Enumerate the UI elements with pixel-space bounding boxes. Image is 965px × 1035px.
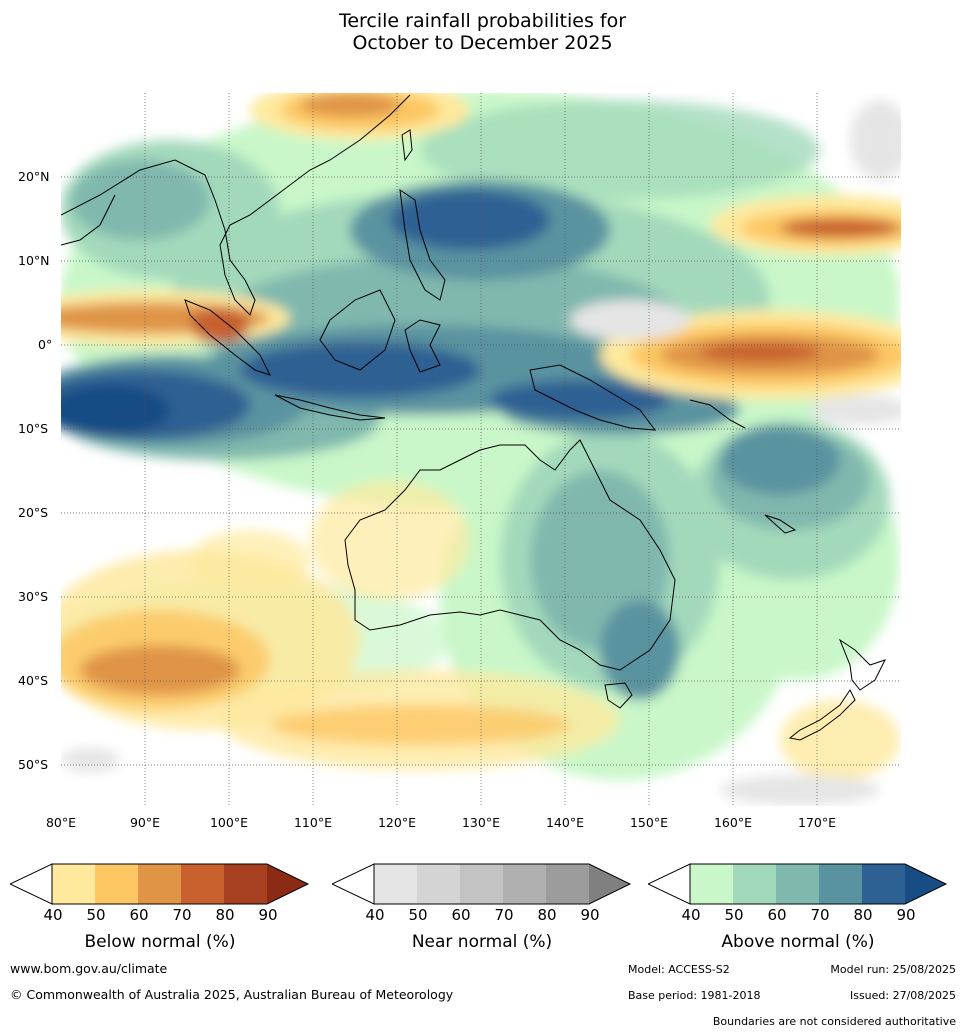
java-outline: [274, 394, 386, 421]
near-tick-80: 80: [537, 906, 557, 924]
above-swatch-50: [733, 864, 776, 904]
near-tick-40: 40: [365, 906, 385, 924]
above-tick-60: 60: [767, 906, 787, 924]
near-swatch-40: [374, 864, 417, 904]
india-outline: [61, 194, 116, 246]
lon-label-170e: 170°E: [797, 815, 836, 830]
below-swatch-40: [52, 864, 95, 904]
lat-label-20n: 20°N: [18, 169, 50, 184]
lon-label-130e: 130°E: [461, 815, 500, 830]
philippines-outline: [399, 188, 446, 301]
lat-label-0: 0°: [38, 337, 53, 352]
below-swatch-50: [95, 864, 138, 904]
below-tick-50: 50: [86, 906, 106, 924]
lat-label-40s: 40°S: [18, 673, 49, 688]
sumatra-outline: [184, 299, 271, 376]
new-guinea-outline: [529, 364, 657, 431]
new-caledonia-outline: [764, 514, 797, 534]
above-tick-40: 40: [681, 906, 701, 924]
mainland-asia-outline: [61, 94, 411, 316]
title-line-2: October to December 2025: [352, 32, 613, 54]
lon-label-80e: 80°E: [45, 815, 77, 830]
graticule: [61, 93, 901, 806]
below-normal-colorbar: [10, 863, 310, 905]
below-swatch-70: [181, 864, 224, 904]
lat-label-10n: 10°N: [18, 253, 50, 268]
new-zealand-north-outline: [838, 638, 886, 691]
model-run-text: Model run: 25/08/2025: [830, 963, 956, 976]
sulawesi-outline: [404, 319, 441, 373]
lon-label-120e: 120°E: [377, 815, 416, 830]
near-tick-50: 50: [408, 906, 428, 924]
above-tick-70: 70: [810, 906, 830, 924]
lat-label-30s: 30°S: [18, 589, 49, 604]
near-normal-title: Near normal (%): [411, 932, 553, 952]
lon-label-150e: 150°E: [629, 815, 668, 830]
above-swatch-40: [690, 864, 733, 904]
above-tick-50: 50: [724, 906, 744, 924]
near-swatch-70: [503, 864, 546, 904]
lon-label-100e: 100°E: [209, 815, 248, 830]
near-swatch-50: [417, 864, 460, 904]
above-swatch-70: [819, 864, 862, 904]
above-swatch-60: [776, 864, 819, 904]
lon-label-140e: 140°E: [545, 815, 584, 830]
near-swatch-60: [460, 864, 503, 904]
below-normal-title: Below normal (%): [84, 932, 236, 952]
coastlines: [61, 94, 886, 741]
above-swatch-80: [862, 864, 905, 904]
title-line-1: Tercile rainfall probabilities for: [338, 10, 627, 32]
near-tick-60: 60: [451, 906, 471, 924]
above-normal-title: Above normal (%): [721, 932, 875, 952]
lon-label-90e: 90°E: [129, 815, 161, 830]
lon-label-110e: 110°E: [293, 815, 332, 830]
issued-text: Issued: 27/08/2025: [849, 989, 956, 1002]
tasmania-outline: [604, 682, 633, 709]
near-swatch-80: [546, 864, 589, 904]
near-swatch-90: [589, 864, 630, 904]
near-tick-70: 70: [494, 906, 514, 924]
disclaimer-text: Boundaries are not considered authoritat…: [712, 1015, 956, 1028]
above-tick-90: 90: [896, 906, 916, 924]
lat-label-50s: 50°S: [18, 757, 49, 772]
above-swatch-90: [905, 864, 946, 904]
new-zealand-south-outline: [788, 689, 856, 741]
below-tick-70: 70: [172, 906, 192, 924]
near-tick-90: 90: [580, 906, 600, 924]
below-swatch-80: [224, 864, 267, 904]
near-normal-colorbar: [332, 863, 632, 905]
below-tick-40: 40: [43, 906, 63, 924]
below-swatch-60: [138, 864, 181, 904]
above-tick-80: 80: [853, 906, 873, 924]
below-tick-60: 60: [129, 906, 149, 924]
below-tick-90: 90: [258, 906, 278, 924]
below-swatch-90: [267, 864, 308, 904]
australia-outline: [344, 439, 676, 671]
base-period-text: Base period: 1981-2018: [628, 989, 761, 1002]
probability-field: [61, 93, 901, 806]
lat-label-10s: 10°S: [18, 421, 49, 436]
model-text: Model: ACCESS-S2: [628, 963, 730, 976]
lon-label-160e: 160°E: [713, 815, 752, 830]
map-title: Tercile rainfall probabilities for Octob…: [0, 10, 965, 54]
taiwan-outline: [401, 129, 413, 162]
solomon-islands-outline: [689, 399, 746, 429]
copyright-text: © Commonwealth of Australia 2025, Austra…: [10, 987, 454, 1002]
website-link[interactable]: www.bom.gov.au/climate: [10, 961, 168, 976]
borneo-outline: [319, 289, 396, 371]
below-tick-80: 80: [215, 906, 235, 924]
lat-label-20s: 20°S: [18, 505, 49, 520]
above-normal-colorbar: [648, 863, 948, 905]
